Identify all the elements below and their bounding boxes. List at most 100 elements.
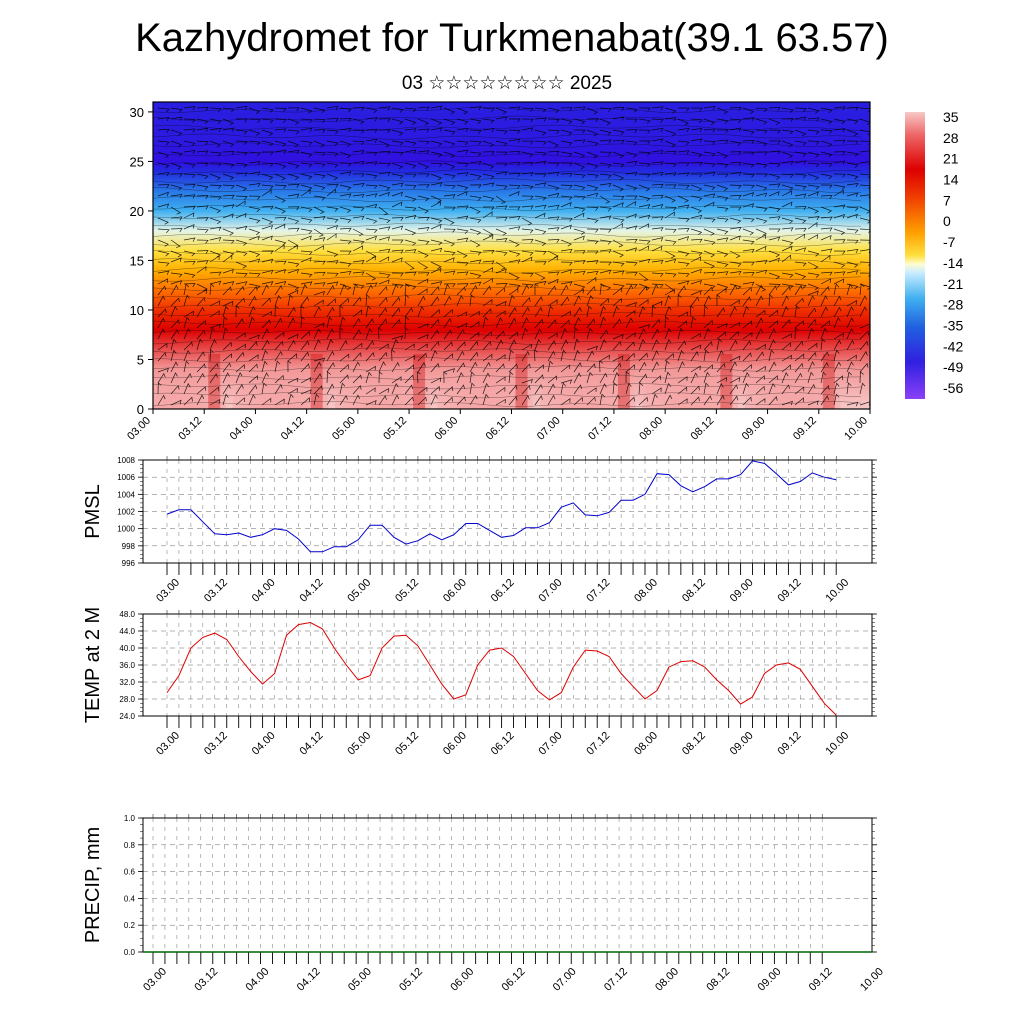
wind-barb bbox=[456, 311, 468, 318]
wind-barb bbox=[482, 285, 492, 296]
wind-barb bbox=[469, 321, 480, 329]
x-tick-label: 08.12 bbox=[680, 730, 708, 758]
wind-barb bbox=[560, 162, 573, 167]
wind-barb bbox=[716, 118, 729, 124]
wind-barb bbox=[313, 184, 326, 191]
wind-barb bbox=[365, 184, 378, 190]
wind-barb bbox=[820, 395, 829, 406]
wind-barb bbox=[248, 283, 261, 290]
wind-barb bbox=[573, 235, 585, 241]
contour-line bbox=[153, 383, 862, 390]
wind-barb bbox=[755, 385, 765, 395]
contour-line bbox=[153, 222, 862, 229]
wind-barb bbox=[586, 270, 599, 275]
wind-barb bbox=[768, 140, 781, 145]
wind-barb bbox=[521, 306, 530, 318]
wind-barb bbox=[560, 239, 572, 247]
wind-barb bbox=[313, 271, 326, 276]
wind-barb bbox=[222, 362, 232, 373]
contour-line bbox=[153, 392, 862, 399]
wind-barb bbox=[833, 160, 846, 165]
wind-barb bbox=[664, 116, 677, 122]
wind-barb bbox=[859, 173, 870, 179]
wind-barb bbox=[443, 317, 452, 329]
wind-barb bbox=[729, 118, 742, 124]
wind-barb bbox=[274, 260, 287, 265]
wind-barb bbox=[729, 172, 742, 177]
wind-barb bbox=[300, 272, 313, 278]
wind-barb bbox=[287, 183, 300, 188]
x-tick-label: 08.12 bbox=[704, 966, 732, 994]
wind-barb bbox=[820, 195, 833, 199]
wind-barb bbox=[261, 284, 269, 296]
wind-barb bbox=[313, 361, 322, 373]
wind-barb bbox=[690, 238, 703, 243]
wind-barb bbox=[456, 372, 464, 384]
wind-barb bbox=[638, 204, 651, 209]
wind-barb bbox=[430, 118, 443, 126]
wind-barb bbox=[157, 239, 169, 247]
wind-barb bbox=[560, 269, 573, 274]
wind-barb bbox=[378, 206, 389, 216]
wind-barb bbox=[677, 272, 690, 278]
wind-barb bbox=[794, 386, 805, 395]
wind-barb bbox=[248, 354, 259, 362]
wind-barb bbox=[170, 306, 178, 318]
x-tick-label: 07.00 bbox=[537, 577, 565, 605]
wind-barb bbox=[287, 353, 298, 362]
wind-barb bbox=[404, 249, 417, 254]
wind-barb bbox=[859, 330, 869, 340]
wind-barb bbox=[651, 387, 662, 395]
wind-barb bbox=[534, 395, 543, 406]
wind-barb bbox=[482, 250, 495, 254]
wind-barb bbox=[547, 227, 560, 232]
heatmap-y-tick-label: 0 bbox=[137, 402, 144, 417]
wind-barb bbox=[417, 352, 427, 362]
wind-barb bbox=[586, 217, 599, 224]
wind-barb bbox=[508, 215, 521, 221]
wind-barb bbox=[404, 384, 414, 395]
wind-barb bbox=[534, 107, 547, 113]
wind-barb bbox=[807, 272, 820, 278]
wind-barb bbox=[586, 151, 599, 159]
wind-barb bbox=[833, 349, 840, 362]
wind-barb bbox=[313, 291, 326, 296]
wind-barb bbox=[391, 361, 400, 373]
wind-barb bbox=[534, 283, 539, 295]
wind-barb bbox=[651, 183, 664, 188]
wind-barb bbox=[664, 184, 677, 189]
wind-barb bbox=[690, 332, 701, 340]
contour-line bbox=[153, 187, 862, 194]
x-tick-label: 09.00 bbox=[728, 577, 756, 605]
wind-barb bbox=[235, 162, 248, 168]
heatmap-y-tick-label: 15 bbox=[130, 253, 144, 268]
wind-barb bbox=[717, 173, 729, 178]
wind-barb bbox=[443, 140, 456, 147]
wind-barb bbox=[547, 285, 557, 296]
wind-barb bbox=[508, 272, 520, 281]
wind-barb bbox=[651, 318, 661, 329]
wind-barb bbox=[157, 203, 170, 208]
wind-barb bbox=[261, 189, 272, 197]
wind-barb bbox=[378, 184, 391, 191]
wind-barb bbox=[508, 384, 518, 395]
wind-barb bbox=[261, 250, 274, 255]
wind-barb bbox=[742, 396, 752, 406]
wind-barb bbox=[651, 161, 664, 166]
wind-barb bbox=[859, 371, 864, 384]
wind-barb bbox=[287, 193, 300, 198]
wind-barb bbox=[248, 206, 261, 213]
wind-barb bbox=[625, 261, 638, 267]
wind-barb bbox=[820, 351, 829, 362]
wind-barb bbox=[781, 140, 794, 148]
wind-barb bbox=[586, 129, 599, 137]
wind-barb bbox=[626, 195, 638, 200]
wind-barb bbox=[846, 162, 859, 168]
wind-barb bbox=[716, 307, 726, 318]
wind-barb bbox=[287, 339, 296, 351]
wind-barb bbox=[534, 306, 543, 318]
wind-barb bbox=[755, 140, 768, 147]
wind-barb bbox=[677, 184, 690, 189]
wind-barb bbox=[612, 355, 624, 362]
colorbar-ramp bbox=[905, 112, 925, 399]
